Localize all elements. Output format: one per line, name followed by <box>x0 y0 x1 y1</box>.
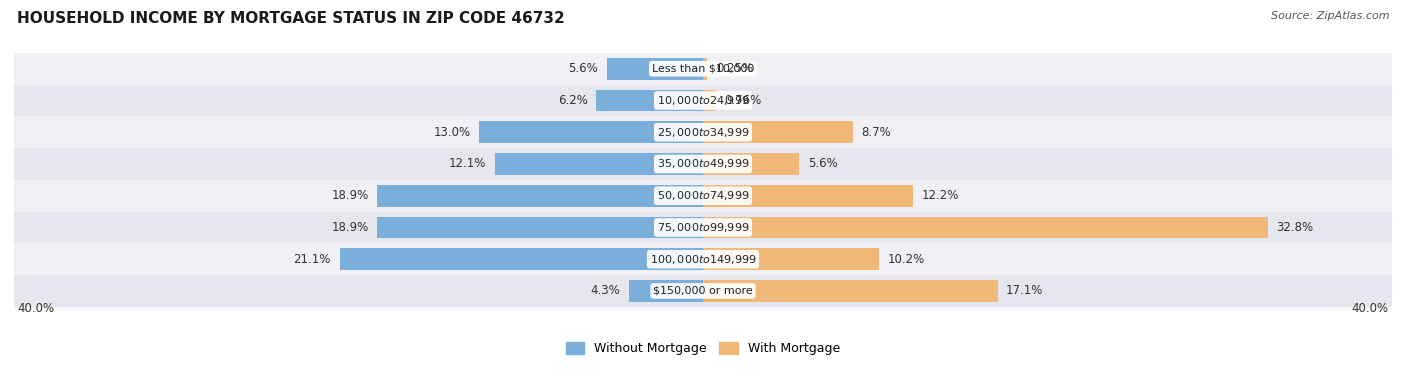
Bar <box>479 121 703 143</box>
Bar <box>596 90 703 111</box>
Text: $150,000 or more: $150,000 or more <box>654 286 752 296</box>
Text: 21.1%: 21.1% <box>294 253 330 266</box>
Bar <box>606 58 703 80</box>
FancyBboxPatch shape <box>0 275 1406 307</box>
Text: 17.1%: 17.1% <box>1007 284 1043 297</box>
Text: 13.0%: 13.0% <box>433 126 471 139</box>
Text: 10.2%: 10.2% <box>887 253 925 266</box>
Bar <box>703 90 716 111</box>
Bar <box>703 280 997 302</box>
FancyBboxPatch shape <box>0 180 1406 212</box>
Bar <box>377 217 703 238</box>
Bar <box>340 248 703 270</box>
Text: 18.9%: 18.9% <box>332 221 368 234</box>
FancyBboxPatch shape <box>0 243 1406 275</box>
Text: 5.6%: 5.6% <box>808 158 838 170</box>
Text: $100,000 to $149,999: $100,000 to $149,999 <box>650 253 756 266</box>
Text: 8.7%: 8.7% <box>862 126 891 139</box>
FancyBboxPatch shape <box>0 53 1406 85</box>
Bar <box>703 217 1268 238</box>
Text: $75,000 to $99,999: $75,000 to $99,999 <box>657 221 749 234</box>
Text: Less than $10,000: Less than $10,000 <box>652 64 754 74</box>
Text: 12.2%: 12.2% <box>922 189 959 202</box>
Legend: Without Mortgage, With Mortgage: Without Mortgage, With Mortgage <box>561 337 845 360</box>
Text: 5.6%: 5.6% <box>568 62 598 75</box>
Text: $35,000 to $49,999: $35,000 to $49,999 <box>657 158 749 170</box>
Text: $10,000 to $24,999: $10,000 to $24,999 <box>657 94 749 107</box>
Text: 32.8%: 32.8% <box>1277 221 1313 234</box>
Text: Source: ZipAtlas.com: Source: ZipAtlas.com <box>1271 11 1389 21</box>
Text: 40.0%: 40.0% <box>17 302 55 315</box>
Bar <box>495 153 703 175</box>
Text: HOUSEHOLD INCOME BY MORTGAGE STATUS IN ZIP CODE 46732: HOUSEHOLD INCOME BY MORTGAGE STATUS IN Z… <box>17 11 565 26</box>
FancyBboxPatch shape <box>0 148 1406 180</box>
Bar <box>628 280 703 302</box>
FancyBboxPatch shape <box>0 85 1406 116</box>
Text: 6.2%: 6.2% <box>558 94 588 107</box>
Bar <box>703 153 800 175</box>
Text: 40.0%: 40.0% <box>1351 302 1389 315</box>
Text: 4.3%: 4.3% <box>591 284 620 297</box>
Text: 0.25%: 0.25% <box>716 62 754 75</box>
Text: 12.1%: 12.1% <box>449 158 486 170</box>
Text: 0.76%: 0.76% <box>724 94 762 107</box>
Bar <box>703 58 707 80</box>
FancyBboxPatch shape <box>0 212 1406 243</box>
Text: $50,000 to $74,999: $50,000 to $74,999 <box>657 189 749 202</box>
FancyBboxPatch shape <box>0 116 1406 148</box>
Bar <box>703 248 879 270</box>
Text: $25,000 to $34,999: $25,000 to $34,999 <box>657 126 749 139</box>
Text: 18.9%: 18.9% <box>332 189 368 202</box>
Bar <box>703 121 853 143</box>
Bar <box>703 185 912 206</box>
Bar <box>377 185 703 206</box>
